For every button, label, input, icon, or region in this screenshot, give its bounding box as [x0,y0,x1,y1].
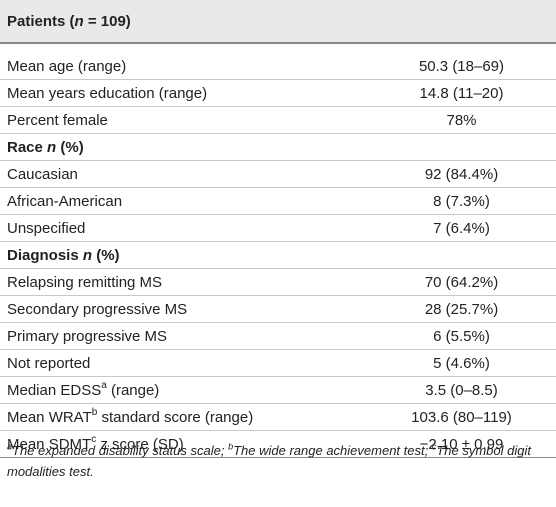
row-value: 3.5 (0–8.5) [367,376,556,404]
row-value: 103.6 (80–119) [367,403,556,431]
row-label: African-American [0,187,367,215]
table-row: Secondary progressive MS 28 (25.7%) [0,295,556,323]
table-row: Unspecified 7 (6.4%) [0,214,556,242]
header-n: n [74,12,84,30]
row-value: 92 (84.4%) [367,160,556,188]
table-row: Caucasian 92 (84.4%) [0,160,556,188]
table-row: Relapsing remitting MS 70 (64.2%) [0,268,556,296]
row-label: Unspecified [0,214,367,242]
row-value: 78% [367,106,556,134]
section-row-diagnosis: Diagnosis n (%) [0,241,556,269]
row-label: Relapsing remitting MS [0,268,367,296]
row-value: 28 (25.7%) [367,295,556,323]
spacer-row [0,43,556,53]
row-value: 7 (6.4%) [367,214,556,242]
table-footnote: aThe expanded disability status scale; b… [7,440,552,482]
row-value: 8 (7.3%) [367,187,556,215]
table-row: Primary progressive MS 6 (5.5%) [0,322,556,350]
row-label: Mean age (range) [0,53,367,80]
row-label: Mean WRATb standard score (range) [0,403,367,431]
footnote-text: The symbol digit modalities test. [7,443,531,479]
row-value: 6 (5.5%) [367,322,556,350]
section-heading: Race n (%) [0,133,556,161]
table-header: Patients (n = 109) [0,0,556,44]
footnote-mark: b [91,406,98,418]
row-value: 50.3 (18–69) [367,53,556,80]
row-label: Caucasian [0,160,367,188]
footnote-mark: c [431,441,437,452]
header-suffix: = 109) [83,12,131,30]
row-label: Secondary progressive MS [0,295,367,323]
row-label: Primary progressive MS [0,322,367,350]
row-value: 70 (64.2%) [367,268,556,296]
patient-characteristics-table: Patients (n = 109) Mean age (range) 50.3… [0,0,556,458]
table-row: Not reported 5 (4.6%) [0,349,556,377]
row-label: Percent female [0,106,367,134]
row-value: 14.8 (11–20) [367,79,556,107]
footnote-mark: c [91,433,97,445]
row-label: Not reported [0,349,367,377]
table-row: Percent female 78% [0,106,556,134]
table-row: Mean age (range) 50.3 (18–69) [0,53,556,80]
footnote-text: The expanded disability status scale; [12,443,229,458]
section-heading: Diagnosis n (%) [0,241,556,269]
table-row: Mean WRATb standard score (range) 103.6 … [0,403,556,431]
table-header-row: Patients (n = 109) [0,0,556,44]
table-row: Mean years education (range) 14.8 (11–20… [0,79,556,107]
footnote-text: The wide range achievement test; [233,443,432,458]
section-row-race: Race n (%) [0,133,556,161]
row-label: Median EDSSa (range) [0,376,367,404]
table-row: Mean SDMTc z score (SD) −2.10 ± 0.99 [0,430,556,458]
row-label: Mean SDMTc z score (SD) [0,430,367,458]
row-value: −2.10 ± 0.99 [367,430,556,458]
footnote-mark: a [7,441,13,452]
header-prefix: Patients ( [7,12,75,30]
row-label: Mean years education (range) [0,79,367,107]
table-row: Median EDSSa (range) 3.5 (0–8.5) [0,376,556,404]
footnote-mark: b [228,441,234,452]
row-value: 5 (4.6%) [367,349,556,377]
footnote-mark: a [101,379,107,391]
table-row: African-American 8 (7.3%) [0,187,556,215]
